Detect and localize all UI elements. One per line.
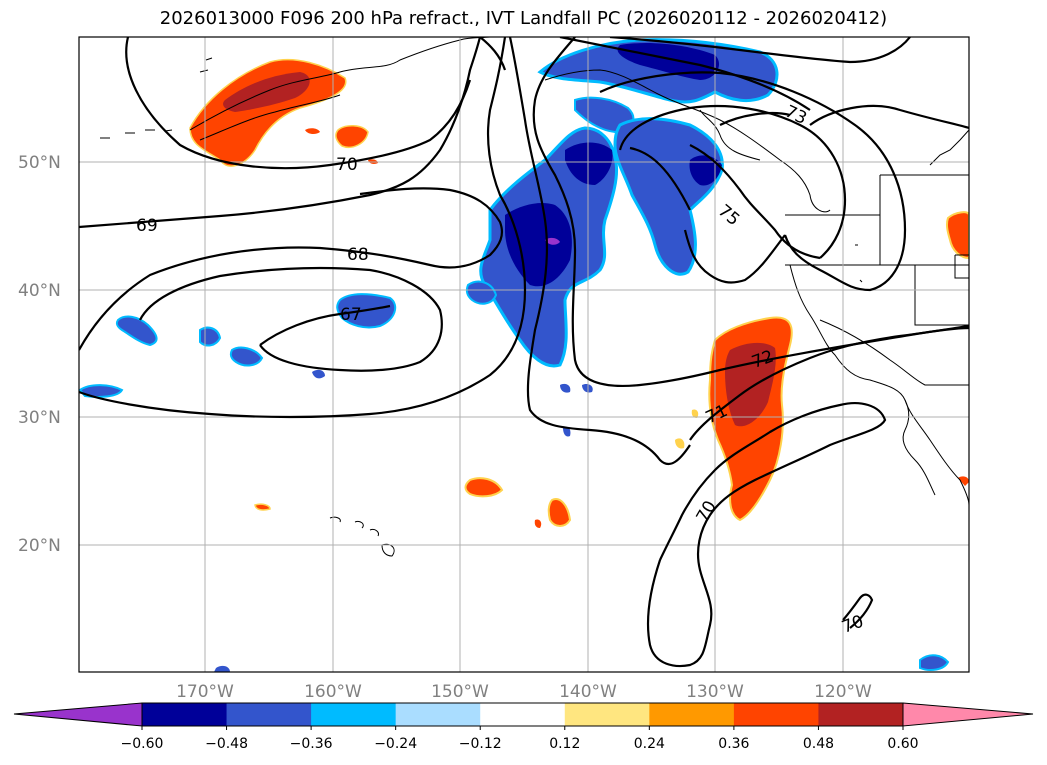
- negative-anomaly-northeast-pacific: [79, 38, 950, 672]
- colorbar-segment: [480, 703, 566, 726]
- colorbar-tick-label: −0.12: [459, 736, 502, 752]
- contour-label-68: 68: [347, 245, 369, 265]
- colorbar-tick-label: −0.60: [121, 736, 164, 752]
- lon-label-120w: 120°W: [814, 682, 872, 702]
- latitude-labels: 50°N 40°N 30°N 20°N: [18, 153, 61, 556]
- lat-label-30n: 30°N: [18, 408, 61, 428]
- colorbar-tick-label: 0.24: [634, 736, 665, 752]
- contour-label-70-north: 70: [336, 155, 358, 175]
- colorbar-tick-label: −0.36: [290, 736, 333, 752]
- plot-frame: [78, 36, 970, 673]
- colorbar-segment: [733, 703, 819, 726]
- refractivity-contours: [79, 37, 969, 668]
- colorbar-segment: [311, 703, 397, 726]
- colorbar-segment: [818, 703, 904, 726]
- lon-label-150w: 150°W: [431, 682, 489, 702]
- colorbar: −0.60 −0.48 −0.36 −0.24 −0.12 0.12 0.24 0.36 0.4…: [13, 702, 1034, 752]
- lon-label-170w: 170°W: [176, 682, 234, 702]
- colorbar-segment: [142, 703, 228, 726]
- colorbar-frame-right: [902, 702, 1034, 727]
- colorbar-segment: [564, 703, 650, 726]
- lon-label-160w: 160°W: [304, 682, 362, 702]
- colorbar-segment: [226, 703, 312, 726]
- colorbar-extend-low: [14, 703, 142, 726]
- colorbar-tick-label: 0.48: [803, 736, 834, 752]
- lon-label-140w: 140°W: [559, 682, 617, 702]
- colorbar-segment: [395, 703, 481, 726]
- colorbar-tick-label: 0.60: [887, 736, 918, 752]
- colorbar-extend-high: [903, 703, 1033, 726]
- lat-label-40n: 40°N: [18, 281, 61, 301]
- contour-label-69: 69: [136, 216, 158, 236]
- map-content: 70 69 68 67 73 75 72 71 70 70: [79, 37, 969, 672]
- lon-label-130w: 130°W: [686, 682, 744, 702]
- longitude-labels: 170°W 160°W 150°W 140°W 130°W 120°W: [176, 682, 872, 702]
- colorbar-segments: [14, 703, 1033, 726]
- colorbar-tick-label: −0.24: [374, 736, 417, 752]
- colorbar-ticks: −0.60 −0.48 −0.36 −0.24 −0.12 0.12 0.24 0.36 0.4…: [121, 726, 919, 752]
- contour-label-67: 67: [340, 305, 362, 325]
- lat-label-20n: 20°N: [18, 536, 61, 556]
- colorbar-tick-label: 0.36: [718, 736, 749, 752]
- lat-label-50n: 50°N: [18, 153, 61, 173]
- colorbar-tick-label: 0.12: [549, 736, 580, 752]
- map-title: 2026013000 F096 200 hPa refract., IVT La…: [159, 8, 888, 29]
- colorbar-tick-label: −0.48: [205, 736, 248, 752]
- colorbar-segment: [649, 703, 735, 726]
